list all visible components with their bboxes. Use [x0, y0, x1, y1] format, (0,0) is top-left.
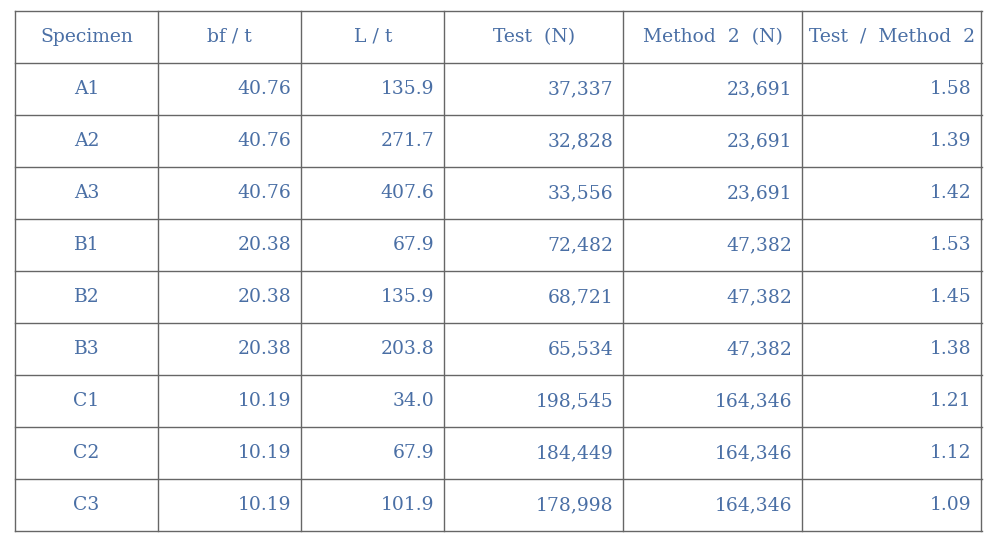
Text: 32,828: 32,828 — [547, 132, 613, 150]
Text: C1: C1 — [74, 392, 100, 410]
Text: 23,691: 23,691 — [727, 80, 793, 98]
Text: 67.9: 67.9 — [393, 444, 435, 462]
Text: 20.38: 20.38 — [237, 236, 291, 254]
Text: 1.39: 1.39 — [929, 132, 971, 150]
Text: Specimen: Specimen — [40, 28, 133, 46]
Text: C2: C2 — [74, 444, 100, 462]
Text: 178,998: 178,998 — [535, 496, 613, 514]
Text: 20.38: 20.38 — [237, 340, 291, 358]
Text: 40.76: 40.76 — [237, 184, 291, 202]
Text: B1: B1 — [74, 236, 100, 254]
Text: B3: B3 — [74, 340, 100, 358]
Text: bf / t: bf / t — [207, 28, 252, 46]
Text: 34.0: 34.0 — [393, 392, 435, 410]
Text: 184,449: 184,449 — [535, 444, 613, 462]
Text: 164,346: 164,346 — [715, 444, 793, 462]
Text: 10.19: 10.19 — [237, 392, 291, 410]
Text: 40.76: 40.76 — [237, 80, 291, 98]
Text: 72,482: 72,482 — [547, 236, 613, 254]
Text: B2: B2 — [74, 288, 100, 306]
Text: Method  2  (N): Method 2 (N) — [643, 28, 783, 46]
Text: 203.8: 203.8 — [381, 340, 435, 358]
Text: 37,337: 37,337 — [547, 80, 613, 98]
Text: 1.21: 1.21 — [929, 392, 971, 410]
Text: 407.6: 407.6 — [381, 184, 435, 202]
Text: A2: A2 — [74, 132, 100, 150]
Text: Test  /  Method  2: Test / Method 2 — [809, 28, 975, 46]
Text: 47,382: 47,382 — [727, 236, 793, 254]
Text: 67.9: 67.9 — [393, 236, 435, 254]
Text: 65,534: 65,534 — [547, 340, 613, 358]
Text: 1.45: 1.45 — [929, 288, 971, 306]
Text: A1: A1 — [74, 80, 100, 98]
Text: 1.42: 1.42 — [929, 184, 971, 202]
Text: 40.76: 40.76 — [237, 132, 291, 150]
Text: A3: A3 — [74, 184, 100, 202]
Text: 23,691: 23,691 — [727, 132, 793, 150]
Text: 10.19: 10.19 — [237, 496, 291, 514]
Text: 10.19: 10.19 — [237, 444, 291, 462]
Text: 23,691: 23,691 — [727, 184, 793, 202]
Text: 1.38: 1.38 — [929, 340, 971, 358]
Text: Test  (N): Test (N) — [493, 28, 575, 46]
Text: 198,545: 198,545 — [535, 392, 613, 410]
Text: 68,721: 68,721 — [547, 288, 613, 306]
Text: L / t: L / t — [354, 28, 392, 46]
Text: 135.9: 135.9 — [381, 80, 435, 98]
Text: 101.9: 101.9 — [381, 496, 435, 514]
Text: 164,346: 164,346 — [715, 392, 793, 410]
Text: 1.53: 1.53 — [929, 236, 971, 254]
Text: 1.09: 1.09 — [929, 496, 971, 514]
Text: 271.7: 271.7 — [381, 132, 435, 150]
Text: C3: C3 — [74, 496, 100, 514]
Text: 135.9: 135.9 — [381, 288, 435, 306]
Text: 1.58: 1.58 — [929, 80, 971, 98]
Text: 47,382: 47,382 — [727, 288, 793, 306]
Text: 1.12: 1.12 — [929, 444, 971, 462]
Text: 20.38: 20.38 — [237, 288, 291, 306]
Text: 47,382: 47,382 — [727, 340, 793, 358]
Text: 164,346: 164,346 — [715, 496, 793, 514]
Text: 33,556: 33,556 — [547, 184, 613, 202]
